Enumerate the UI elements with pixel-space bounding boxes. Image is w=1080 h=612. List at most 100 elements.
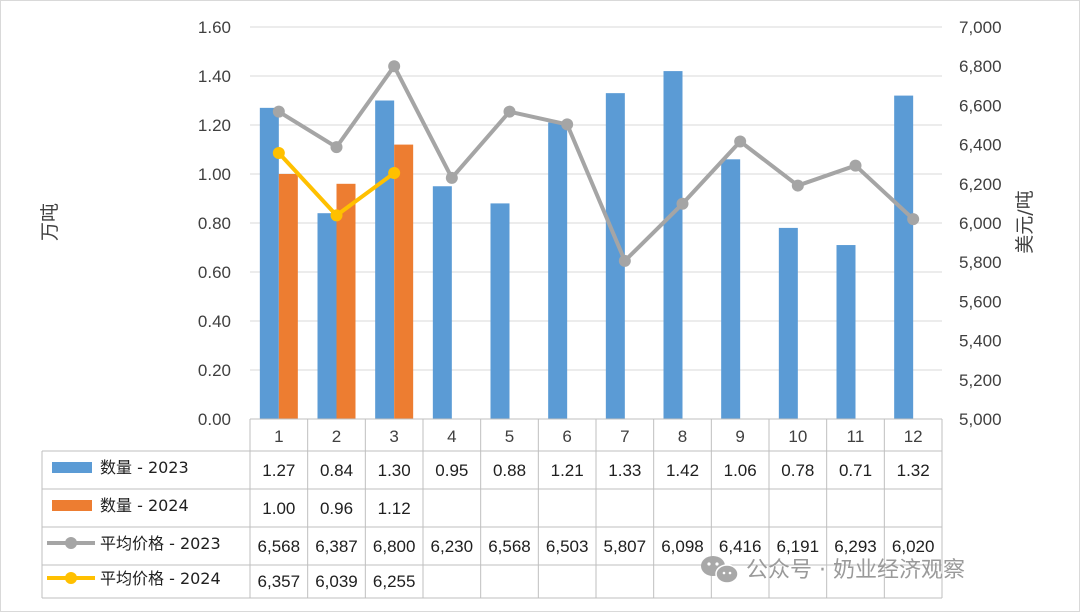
line-marker — [445, 171, 458, 184]
line-marker — [330, 209, 343, 222]
y-tick-label: 0.00 — [198, 410, 231, 429]
bar — [394, 144, 414, 419]
y-tick-label: 1.60 — [198, 18, 231, 37]
line-marker — [734, 135, 747, 148]
y-tick-label: 1.40 — [198, 67, 231, 86]
bar — [317, 213, 337, 419]
line-marker — [618, 254, 631, 267]
data-label: 1.32 — [897, 461, 930, 480]
x-tick-label: 9 — [735, 427, 744, 446]
data-label: 6,098 — [661, 537, 704, 556]
lines — [272, 60, 920, 267]
data-label: 6,568 — [258, 537, 301, 556]
legend-swatch — [52, 500, 92, 511]
data-label: 6,357 — [258, 572, 301, 591]
data-label: 0.88 — [493, 461, 526, 480]
y-tick-label: 1.00 — [198, 165, 231, 184]
y-axis-title: 万吨 — [39, 203, 61, 241]
y2-tick-label: 6,400 — [959, 136, 1002, 155]
legend-marker — [65, 537, 77, 549]
bar — [259, 107, 279, 419]
legend-swatch — [52, 462, 92, 473]
data-label: 1.33 — [608, 461, 641, 480]
y2-tick-label: 5,400 — [959, 332, 1002, 351]
x-tick-label: 12 — [904, 427, 923, 446]
x-tick-label: 2 — [332, 427, 341, 446]
bar — [336, 183, 356, 419]
data-label: 6,255 — [373, 572, 416, 591]
bar — [721, 159, 741, 420]
y2-tick-label: 6,200 — [959, 175, 1002, 194]
y2-tick-label: 6,000 — [959, 214, 1002, 233]
line-marker — [330, 141, 343, 154]
y-tick-label: 0.80 — [198, 214, 231, 233]
y-tick-label: 1.20 — [198, 116, 231, 135]
bar — [432, 186, 452, 419]
line-marker — [388, 167, 401, 180]
gridlines — [250, 26, 942, 420]
data-label: 6,387 — [315, 537, 358, 556]
y2-tick-label: 5,800 — [959, 253, 1002, 272]
x-tick-label: 7 — [620, 427, 629, 446]
line-marker — [503, 105, 516, 118]
data-label: 6,503 — [546, 537, 589, 556]
y2-axis-title: 美元/吨 — [1014, 190, 1036, 253]
bar — [778, 227, 798, 419]
y2-tick-label: 6,600 — [959, 96, 1002, 115]
y-tick-label: 0.20 — [198, 361, 231, 380]
line-marker — [388, 60, 401, 73]
bar — [278, 174, 298, 419]
bar — [836, 245, 856, 419]
y2-tick-label: 7,000 — [959, 18, 1002, 37]
wechat-icon — [701, 556, 739, 584]
data-label: 5,807 — [604, 537, 647, 556]
bar — [605, 93, 625, 420]
data-label: 6,020 — [892, 537, 935, 556]
x-tick-label: 10 — [788, 427, 807, 446]
data-label: 0.96 — [320, 499, 353, 518]
data-label: 6,191 — [777, 537, 820, 556]
y2-tick-label: 5,600 — [959, 292, 1002, 311]
bar — [548, 122, 568, 420]
x-tick-label: 4 — [447, 427, 456, 446]
data-label: 1.12 — [378, 499, 411, 518]
data-label: 6,293 — [834, 537, 877, 556]
data-label: 0.84 — [320, 461, 353, 480]
y-tick-label: 0.60 — [198, 263, 231, 282]
bar — [375, 100, 395, 419]
data-label: 6,039 — [315, 572, 358, 591]
data-label: 1.30 — [378, 461, 411, 480]
x-tick-label: 1 — [274, 427, 283, 446]
legend-label: 平均价格 - 2023 — [100, 534, 221, 553]
data-label: 1.42 — [666, 461, 699, 480]
data-label: 1.00 — [262, 499, 295, 518]
data-label: 1.27 — [262, 461, 295, 480]
data-label: 6,230 — [431, 537, 474, 556]
y-tick-label: 0.40 — [198, 312, 231, 331]
legend-marker — [65, 572, 77, 584]
series-line — [277, 64, 915, 263]
bars — [259, 71, 914, 420]
line-marker — [676, 197, 689, 210]
x-tick-label: 8 — [678, 427, 687, 446]
x-tick-label: 5 — [505, 427, 514, 446]
x-tick-label: 3 — [389, 427, 398, 446]
data-label: 6,416 — [719, 537, 762, 556]
watermark: 公众号 · 奶业经济观察 — [701, 556, 965, 584]
legend-label: 数量 - 2023 — [100, 458, 189, 477]
data-label: 1.21 — [551, 461, 584, 480]
line-marker — [272, 105, 285, 118]
y2-tick-label: 6,800 — [959, 57, 1002, 76]
bar — [490, 203, 510, 419]
bar — [894, 95, 914, 419]
line-marker — [907, 213, 920, 226]
data-label: 6,568 — [488, 537, 531, 556]
legend-label: 数量 - 2024 — [100, 496, 189, 515]
line-marker — [272, 147, 285, 160]
data-label: 0.95 — [435, 461, 468, 480]
x-tick-label: 6 — [562, 427, 571, 446]
